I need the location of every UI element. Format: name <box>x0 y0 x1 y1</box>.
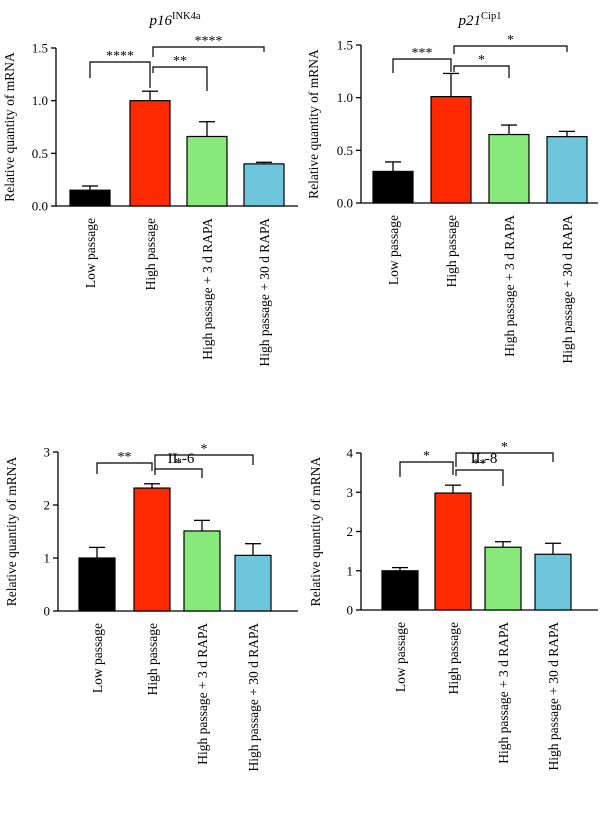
y-tick-label: 1.0 <box>337 90 353 105</box>
significance-bracket <box>453 65 510 78</box>
x-category-label: High passage + 30 d RAPA <box>560 215 575 364</box>
significance-label: ** <box>473 457 487 472</box>
x-category-label: High passage <box>446 622 461 694</box>
bar <box>484 546 522 611</box>
x-category-label: High passage + 30 d RAPA <box>546 622 561 771</box>
significance-bracket <box>154 468 203 478</box>
y-tick-label: 0 <box>44 604 51 619</box>
significance-bracket <box>455 469 504 486</box>
y-tick-label: 3 <box>44 445 51 460</box>
chart-panel-1: p16INK4a Relative quantity of mRNA 0.0 0.5 1… <box>2 11 298 367</box>
bar <box>78 557 116 612</box>
significance-label: **** <box>106 49 134 64</box>
significance-bracket <box>89 61 151 88</box>
x-category-label: Low passage <box>386 215 401 285</box>
chart-title-superscript: Cip1 <box>481 11 501 22</box>
bar <box>186 135 228 207</box>
y-tick-label: 0.0 <box>337 196 353 211</box>
significance-label: * <box>175 456 182 471</box>
x-category-label: High passage + 3 d RAPA <box>496 622 511 764</box>
significance-label: * <box>423 449 430 464</box>
x-category-label: High passage + 3 d RAPA <box>502 215 517 357</box>
y-tick-label: 2 <box>44 498 51 513</box>
bar <box>183 530 221 612</box>
significance-bracket <box>455 452 554 467</box>
x-category-label: High passage + 30 d RAPA <box>257 218 272 367</box>
y-tick-label: 2 <box>347 524 354 539</box>
y-tick-label: 1 <box>347 563 354 578</box>
bar <box>546 136 588 204</box>
chart-title-main: p21 <box>458 13 482 29</box>
y-tick-label: 4 <box>347 446 354 461</box>
chart-panel-2: p21Cip1 Relative quantity of mRNA 0.0 0.5 1.… <box>306 11 598 364</box>
bar <box>372 170 414 204</box>
bar <box>534 553 572 611</box>
chart-title: p16INK4a <box>148 11 200 29</box>
x-category-label: Low passage <box>393 622 408 692</box>
significance-label: * <box>507 33 514 48</box>
chart-title: p21Cip1 <box>458 11 502 29</box>
y-tick-label: 1.5 <box>32 41 48 56</box>
x-category-label: High passage + 3 d RAPA <box>200 218 215 360</box>
y-tick-label: 3 <box>347 485 354 500</box>
y-tick-label: 0 <box>347 603 354 618</box>
bar <box>133 487 171 612</box>
y-axis-label: Relative quantity of mRNA <box>308 456 323 606</box>
x-category-label: High passage + 3 d RAPA <box>195 623 210 765</box>
bar <box>129 100 171 207</box>
y-tick-label: 0.5 <box>32 146 48 161</box>
y-tick-label: 1.5 <box>337 38 353 53</box>
significance-label: *** <box>412 46 433 61</box>
chart-title-superscript: INK4a <box>172 11 201 22</box>
significance-bracket <box>152 46 265 57</box>
significance-label: ** <box>118 450 132 465</box>
significance-bracket <box>152 66 208 91</box>
x-category-label: Low passage <box>83 218 98 288</box>
x-category-label: Low passage <box>90 623 105 693</box>
y-axis-label: Relative quantity of mRNA <box>4 456 19 606</box>
significance-label: * <box>201 442 208 457</box>
y-tick-label: 0.0 <box>32 199 48 214</box>
significance-bracket <box>453 45 568 54</box>
significance-label: * <box>501 440 508 455</box>
chart-title-main: p16 <box>148 13 172 29</box>
significance-bracket <box>399 461 454 477</box>
bar <box>434 492 472 611</box>
bar <box>243 163 285 207</box>
bar <box>69 189 111 207</box>
bar <box>381 570 419 611</box>
y-tick-label: 1.0 <box>32 93 48 108</box>
chart-title: IL-8 <box>471 451 498 467</box>
y-axis-label: Relative quantity of mRNA <box>2 52 17 202</box>
significance-label: * <box>478 53 485 68</box>
significance-label: ** <box>173 54 187 69</box>
y-axis-label: Relative quantity of mRNA <box>306 49 321 199</box>
x-category-label: High passage <box>143 218 158 290</box>
x-category-label: High passage + 30 d RAPA <box>246 623 261 772</box>
bar <box>234 554 272 612</box>
bar <box>430 96 472 204</box>
bar <box>488 133 530 204</box>
significance-bracket <box>392 58 452 73</box>
x-category-label: High passage <box>145 623 160 695</box>
y-tick-label: 1 <box>44 551 51 566</box>
x-category-label: High passage <box>444 215 459 287</box>
y-tick-label: 0.5 <box>337 143 353 158</box>
significance-bracket <box>96 462 153 474</box>
significance-label: **** <box>195 34 223 49</box>
chart-title-main: IL-8 <box>471 451 498 467</box>
chart-panel-4: IL-8 Relative quantity of mRNA 0 1 2 3 4 Low pa… <box>308 440 598 771</box>
significance-bracket <box>154 454 254 469</box>
